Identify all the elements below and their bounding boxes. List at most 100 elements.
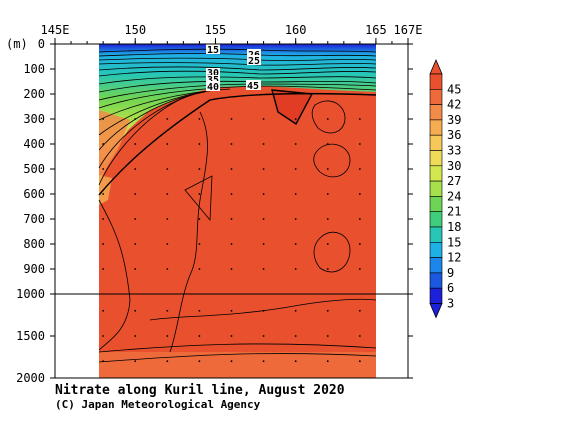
credit-line: (C) Japan Meteorological Agency: [55, 398, 261, 411]
y-tick-label: 200: [23, 87, 45, 101]
sample-dot: [230, 335, 233, 337]
sample-dot: [166, 143, 169, 145]
x-tick-label: 145E: [41, 23, 70, 37]
sample-dot: [102, 193, 105, 195]
sample-dot: [102, 218, 105, 220]
contour-label: 30: [206, 68, 220, 79]
sample-dot: [294, 243, 297, 245]
sample-dot: [326, 360, 329, 363]
sample-dot: [198, 168, 201, 170]
x-tick-label: 167E: [394, 23, 423, 37]
sample-dot: [230, 143, 233, 145]
sample-dot: [326, 193, 329, 195]
sample-dot: [358, 193, 361, 195]
sample-dot: [230, 360, 233, 363]
sample-dot: [262, 335, 265, 337]
colorbar-label: 36: [447, 128, 461, 142]
sample-dot: [166, 268, 169, 270]
contour-lines: [98, 48, 377, 363]
sample-dot: [198, 309, 201, 312]
sample-dot: [358, 268, 361, 270]
sample-dot: [198, 118, 201, 120]
y-tick-label: 1500: [16, 329, 45, 343]
contour-label: 35: [206, 75, 220, 86]
sample-dot: [358, 143, 361, 145]
sample-dot: [134, 218, 137, 220]
colorbar-segment: [429, 211, 443, 228]
bottom-layer-fill: [99, 352, 376, 378]
colorbar-segment: [429, 73, 443, 90]
colorbar-label: 33: [447, 144, 461, 158]
sample-dot: [166, 218, 169, 220]
sample-dot: [358, 335, 361, 337]
colorbar-label: 42: [447, 98, 461, 112]
colorbar-label: 3: [447, 297, 454, 311]
sample-dot: [102, 143, 105, 145]
sample-dot: [294, 143, 297, 145]
colorbar-label: 45: [447, 82, 461, 96]
colorbar-label: 21: [447, 205, 461, 219]
contour-label: 25: [247, 55, 261, 67]
y-tick-label: 0: [38, 37, 45, 51]
sample-dot: [230, 243, 233, 245]
sample-dot: [102, 335, 105, 337]
sample-dot: [294, 193, 297, 195]
sample-dot: [166, 309, 169, 312]
data-field: [98, 44, 377, 378]
colorbar-segment: [429, 89, 443, 105]
x-tick-label: 160: [285, 23, 307, 37]
x-axis: 145E 150 155 160 165 167E: [41, 23, 423, 44]
y-tick-label: 300: [23, 112, 45, 126]
sample-dot: [358, 118, 361, 120]
sample-dot: [262, 143, 265, 145]
colorbar-segment: [429, 180, 443, 197]
sample-dot: [262, 360, 265, 363]
sample-dot: [166, 360, 169, 363]
west-light-wedge: [99, 175, 112, 205]
colorbar-label: 39: [447, 113, 461, 127]
chart-title: Nitrate along Kuril line, August 2020: [55, 383, 345, 398]
colorbar-label: 12: [447, 251, 461, 265]
sample-dot: [134, 309, 137, 312]
sample-dot: [102, 168, 105, 170]
colorbar-label: 15: [447, 235, 461, 249]
y-tick-label: 900: [23, 262, 45, 276]
x-tick-label: 155: [205, 23, 227, 37]
y-tick-label: 1000: [16, 287, 45, 301]
colorbar-label: 27: [447, 174, 461, 188]
sample-dot: [166, 168, 169, 170]
svg-text:40: 40: [207, 82, 219, 93]
y-tick-label: 800: [23, 237, 45, 251]
sample-dot: [262, 309, 265, 312]
sample-dot: [294, 335, 297, 337]
sample-dot: [230, 268, 233, 270]
sample-dot: [198, 335, 201, 337]
sample-dot: [102, 360, 105, 363]
sample-dot: [294, 118, 297, 120]
sample-dot: [166, 118, 169, 120]
colorbar-bottom-arrow: [429, 303, 443, 319]
svg-text:45: 45: [247, 81, 259, 92]
y-axis-unit-label: (m): [6, 37, 28, 51]
svg-text:15: 15: [207, 45, 219, 56]
west-orange-wedge: [99, 110, 130, 190]
sample-dot: [326, 168, 329, 170]
sample-dot: [326, 143, 329, 145]
sample-dot: [326, 118, 329, 120]
colorbar-top-arrow: [429, 58, 443, 75]
sample-dot: [230, 309, 233, 312]
sample-dot: [262, 268, 265, 270]
sample-dot: [198, 218, 201, 220]
colorbar-segment: [429, 272, 443, 289]
colorbar-label: 30: [447, 159, 461, 173]
colorbar-segment: [429, 242, 443, 258]
sample-dot: [134, 168, 137, 170]
colorbar-segment: [429, 226, 443, 243]
sample-dot: [358, 218, 361, 220]
y-tick-label: 500: [23, 162, 45, 176]
colorbar-label: 6: [447, 281, 454, 295]
sample-dot: [358, 243, 361, 245]
sample-dot: [102, 118, 105, 120]
sample-dot: [230, 193, 233, 195]
